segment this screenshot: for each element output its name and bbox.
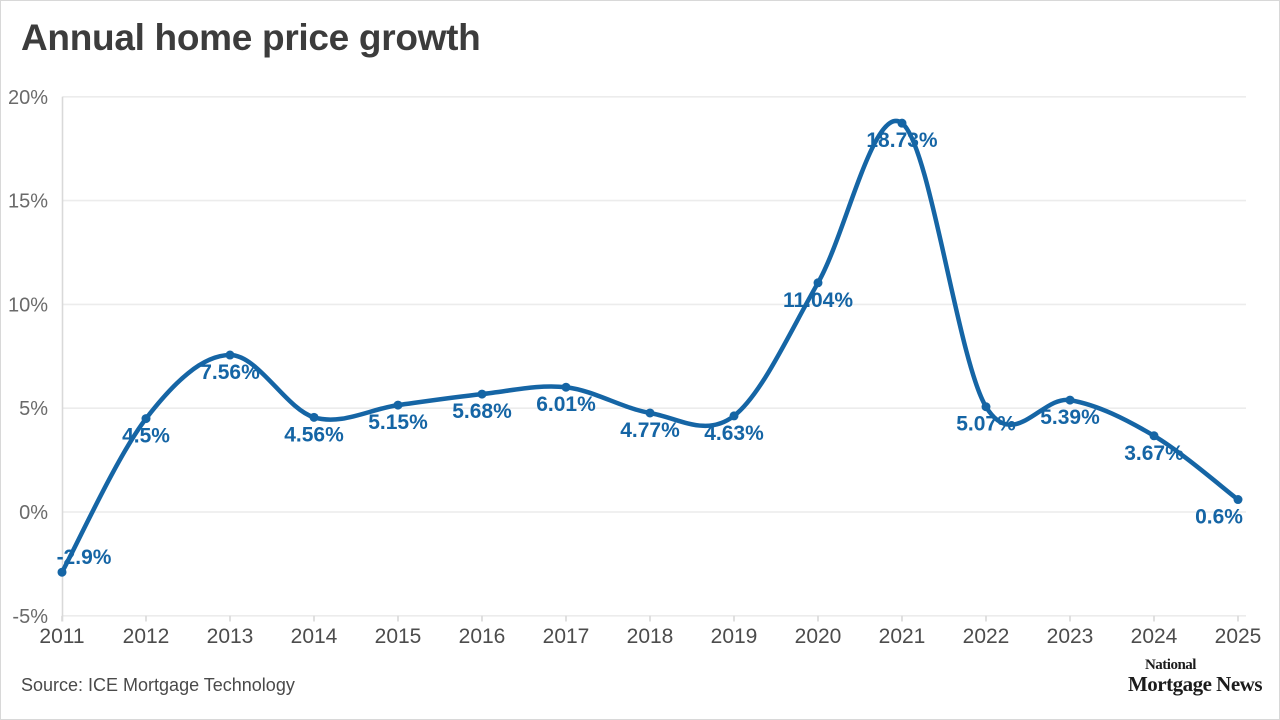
x-tick-label: 2013: [207, 625, 254, 648]
y-tick-label: 0%: [19, 502, 48, 524]
data-point: [1065, 395, 1075, 405]
data-point-label: 7.56%: [200, 361, 260, 384]
data-point-label: 5.07%: [956, 413, 1016, 436]
y-tick-label: 15%: [8, 191, 48, 213]
data-point-label: 5.68%: [452, 400, 512, 423]
x-tick-label: 2022: [963, 625, 1010, 648]
data-point: [225, 350, 235, 360]
x-tick-label: 2015: [375, 625, 422, 648]
data-point-label: 3.67%: [1124, 442, 1184, 465]
logo-line1: National: [1144, 657, 1197, 673]
x-tick-label: 2016: [459, 625, 506, 648]
x-tick-label: 2017: [543, 625, 590, 648]
x-tick-label: 2025: [1215, 625, 1262, 648]
data-point-label: 4.63%: [704, 422, 764, 445]
data-point-label: 11.04%: [783, 289, 853, 312]
x-tick-label: 2020: [795, 625, 842, 648]
data-point-label: 0.6%: [1195, 506, 1243, 529]
data-point-label: 4.56%: [284, 423, 344, 446]
data-point: [141, 414, 151, 424]
data-point-label: 18.73%: [866, 129, 938, 152]
y-tick-label: 20%: [8, 87, 48, 109]
x-tick-label: 2019: [711, 625, 758, 648]
data-point-label: 5.39%: [1040, 406, 1100, 429]
data-point-label: 4.5%: [122, 425, 170, 448]
x-tick-label: 2018: [627, 625, 674, 648]
data-point: [645, 408, 655, 418]
data-point: [1233, 495, 1243, 505]
data-point: [1149, 431, 1159, 441]
data-point: [981, 402, 991, 412]
data-point-label: 4.77%: [620, 419, 680, 442]
data-point: [393, 400, 403, 410]
x-tick-label: 2024: [1131, 625, 1178, 648]
data-point-label: -2.9%: [57, 546, 112, 569]
logo-line2: Mortgage News: [1127, 672, 1263, 696]
data-point: [897, 118, 907, 128]
data-point: [729, 411, 739, 421]
y-tick-label: 5%: [19, 398, 48, 420]
data-point: [561, 382, 571, 392]
data-point-label: 5.15%: [368, 411, 428, 434]
x-tick-label: 2021: [879, 625, 926, 648]
data-point-label: 6.01%: [536, 393, 596, 416]
source-note: Source: ICE Mortgage Technology: [21, 675, 295, 695]
publisher-logo: National Mortgage News: [1127, 657, 1263, 696]
y-tick-label: -5%: [12, 606, 48, 628]
data-point: [477, 389, 487, 399]
x-tick-label: 2011: [39, 625, 84, 648]
x-tick-label: 2014: [291, 625, 338, 648]
data-point: [309, 412, 319, 422]
data-point: [813, 278, 823, 288]
x-tick-label: 2012: [123, 625, 170, 648]
page-title: Annual home price growth: [21, 17, 481, 58]
data-point: [57, 567, 67, 577]
data-line: [59, 118, 1241, 575]
y-tick-label: 10%: [8, 294, 48, 316]
x-tick-label: 2023: [1047, 625, 1094, 648]
